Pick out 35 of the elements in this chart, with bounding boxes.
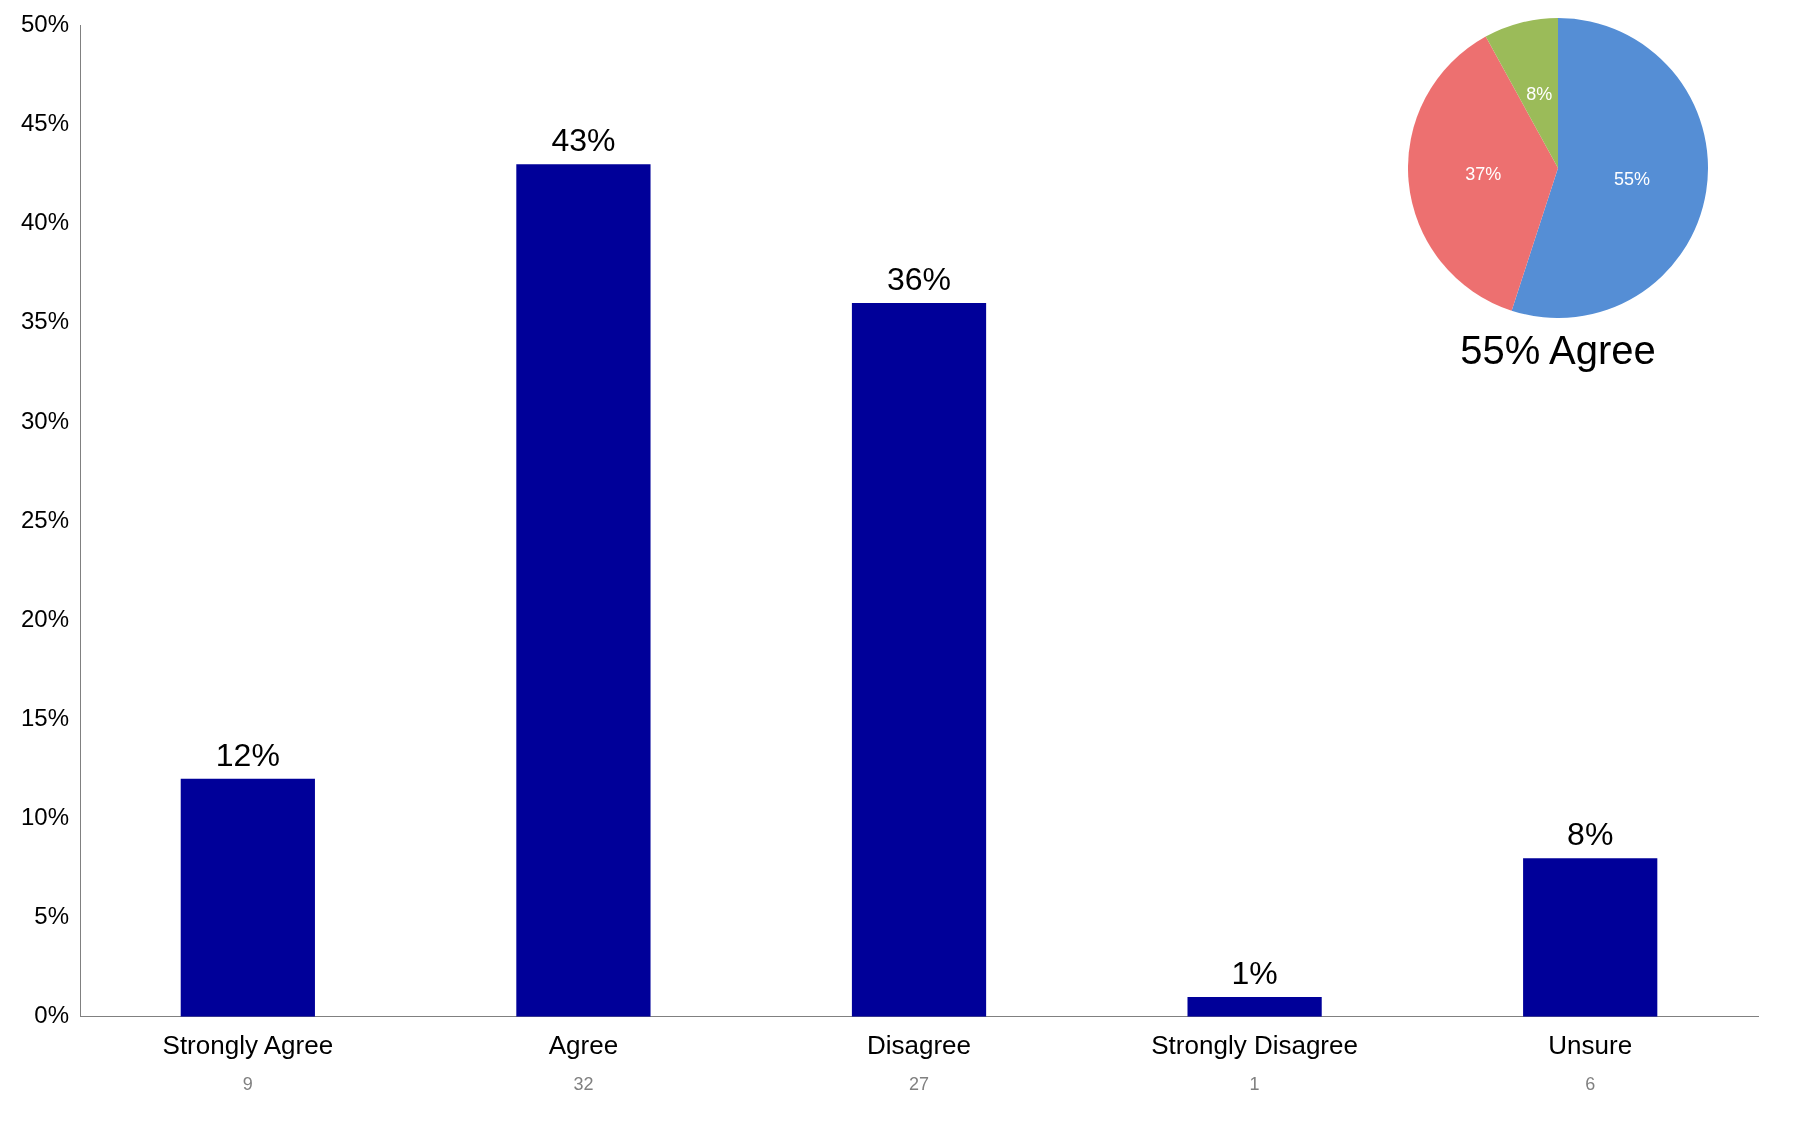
data-label: 1% <box>1231 954 1278 991</box>
x-tick-label: Agree <box>548 1029 619 1060</box>
y-tick-label: 15% <box>20 704 70 732</box>
bar <box>180 778 315 1017</box>
data-label: 36% <box>886 260 952 297</box>
data-label: 12% <box>215 736 280 773</box>
data-label: 8% <box>1526 84 1553 105</box>
data-label: 55% <box>1614 168 1651 189</box>
bar <box>851 302 987 1017</box>
x-tick-label: Strongly Agree <box>162 1029 334 1060</box>
y-tick-label: 5% <box>34 902 70 930</box>
x-tick-label: Unsure <box>1548 1029 1633 1060</box>
bar <box>1523 858 1658 1017</box>
bar <box>516 164 651 1017</box>
x-tick-label: Disagree <box>866 1029 972 1060</box>
y-tick-label: 25% <box>20 505 70 533</box>
y-tick-label: 10% <box>20 803 70 831</box>
y-tick-label: 35% <box>20 307 70 335</box>
data-label: 43% <box>551 122 616 159</box>
bar <box>1187 996 1322 1017</box>
y-tick-label: 50% <box>20 10 70 38</box>
y-tick-label: 40% <box>20 208 70 236</box>
y-tick-label: 20% <box>20 604 70 632</box>
data-label: 8% <box>1567 816 1614 852</box>
text: 55% Agree <box>1459 328 1657 373</box>
data-label: 37% <box>1465 164 1502 185</box>
y-tick-label: 45% <box>20 109 70 137</box>
text: 6 <box>1585 1073 1596 1094</box>
text: 1 <box>1249 1073 1260 1094</box>
x-tick-label: Strongly Disagree <box>1151 1029 1358 1060</box>
text: 9 <box>242 1073 253 1094</box>
text: 32 <box>573 1073 594 1094</box>
y-tick-label: 30% <box>20 406 70 434</box>
y-tick-label: 0% <box>34 1001 70 1029</box>
text: 27 <box>909 1073 930 1094</box>
